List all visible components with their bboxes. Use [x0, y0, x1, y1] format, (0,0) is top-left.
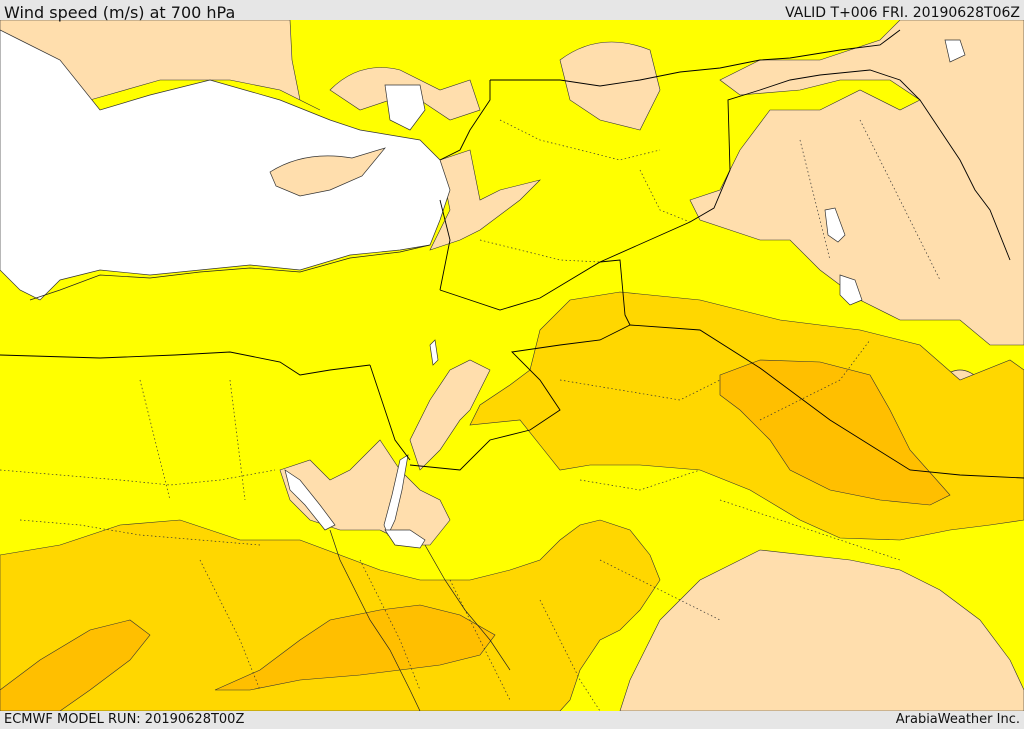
max-wind-regions: [0, 359, 951, 711]
coastlines: [29, 244, 511, 711]
lake-urmia: [824, 207, 846, 243]
valid-time-label: VALID T+006 FRI. 20190628T06Z: [785, 5, 1020, 21]
province-boundaries: [0, 119, 941, 711]
sea-areas: [0, 29, 966, 549]
max-wind-region-sudan-west: [0, 619, 151, 711]
dead-sea: [429, 339, 439, 366]
low-wind-region-arabia-south: [619, 549, 1024, 711]
country-borders: [0, 29, 1024, 479]
header-bar: Wind speed (m/s) at 700 hPa VALID T+006 …: [0, 0, 1024, 22]
credit-label: ArabiaWeather Inc.: [895, 712, 1020, 727]
caspian-corner: [944, 39, 966, 63]
footer-bar: ECMWF MODEL RUN: 20190628T00Z ArabiaWeat…: [0, 711, 1024, 729]
low-wind-region-northeast: [689, 20, 1024, 346]
map-title: Wind speed (m/s) at 700 hPa: [4, 3, 236, 22]
low-wind-region-north-central: [559, 41, 661, 131]
low-wind-region-jordan-valley: [409, 359, 491, 471]
wind-speed-map: [0, 20, 1024, 711]
low-wind-region-levant-coast: [429, 149, 541, 251]
model-run-label: ECMWF MODEL RUN: 20190628T00Z: [4, 712, 245, 727]
lake-small: [384, 84, 426, 131]
red-sea-gulf-of-aqaba: [383, 454, 409, 536]
max-wind-region-sudan-east: [214, 604, 496, 691]
red-sea-gulf-of-suez: [284, 469, 336, 531]
cyprus-island: [269, 147, 387, 197]
max-wind-region-iraq: [719, 359, 951, 506]
lake-van: [839, 274, 863, 306]
map-area[interactable]: [0, 20, 1024, 711]
high-wind-region-egypt-sudan: [0, 519, 661, 711]
red-sea-north: [384, 529, 426, 549]
mediterranean-sea: [0, 29, 451, 301]
